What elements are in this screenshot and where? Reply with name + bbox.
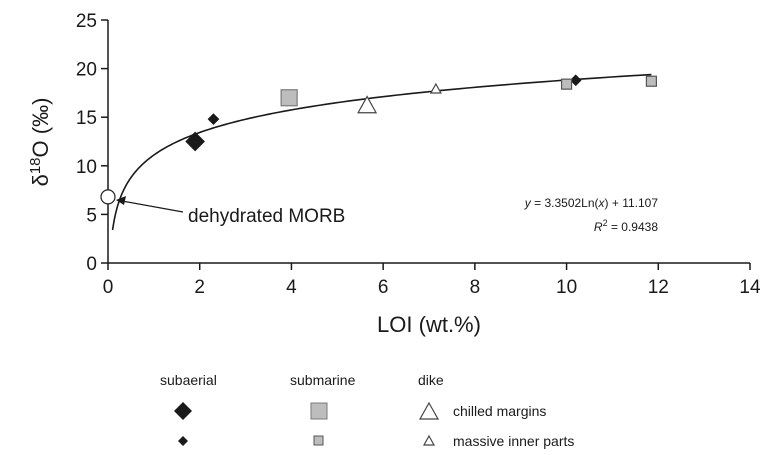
point-dehydrated-morb xyxy=(100,189,116,205)
point-dike-massive xyxy=(429,82,442,94)
point-subaerial-small xyxy=(207,113,220,125)
x-tick-label: 4 xyxy=(286,277,297,298)
morb-arrow-line xyxy=(121,200,184,213)
x-tick-label: 6 xyxy=(378,277,389,298)
fit-equation-x: x xyxy=(598,196,606,210)
y-tick-label: 25 xyxy=(76,11,97,32)
y-axis-title: δ18O (‰) xyxy=(27,98,53,187)
y-tick-label: 5 xyxy=(86,205,97,226)
point-submarine-large xyxy=(280,89,298,107)
data-points xyxy=(100,74,658,205)
y-tick-label: 20 xyxy=(76,60,97,81)
legend: subaerial submarine dike chilled margins… xyxy=(160,372,574,449)
legend-header-dike: dike xyxy=(418,372,444,388)
fit-r2-label: R xyxy=(594,220,603,234)
legend-subaerial-large-marker xyxy=(174,402,192,420)
legend-submarine-large-marker xyxy=(310,402,328,420)
legend-massive-inner-parts-label: massive inner parts xyxy=(453,433,574,449)
fit-equation-body: = 3.3502Ln( xyxy=(531,196,599,210)
legend-submarine-small-marker xyxy=(313,435,324,446)
morb-annotation: dehydrated MORB xyxy=(116,196,345,227)
legend-subaerial-small-marker xyxy=(178,436,188,446)
legend-dike-massive-marker xyxy=(422,434,436,446)
fit-equation-y: y xyxy=(524,196,532,210)
legend-header-subaerial: subaerial xyxy=(160,372,217,388)
fit-r2-sup: 2 xyxy=(603,218,608,228)
y-ticks: 0 5 10 15 20 25 xyxy=(76,11,108,275)
point-subaerial-small xyxy=(569,74,582,87)
fit-curve xyxy=(111,73,652,231)
morb-arrow-head xyxy=(116,196,126,205)
x-tick-label: 10 xyxy=(556,277,577,298)
x-tick-label: 2 xyxy=(194,277,205,298)
point-dike-chilled xyxy=(357,95,378,114)
x-tick-label: 8 xyxy=(470,277,481,298)
x-tick-label: 12 xyxy=(648,277,669,298)
legend-chilled-margins-label: chilled margins xyxy=(453,403,546,419)
fit-equation-tail: ) + 11.107 xyxy=(605,196,659,210)
y-axis-title-sup: 18 xyxy=(27,157,44,174)
y-tick-label: 15 xyxy=(76,108,97,129)
y-tick-label: 0 xyxy=(86,254,97,275)
point-submarine-small xyxy=(560,78,573,90)
y-tick-label: 10 xyxy=(76,157,97,178)
y-axis-title-suffix: O (‰) xyxy=(28,98,53,158)
fit-equation: y = 3.3502Ln(x) + 11.107 xyxy=(524,196,659,210)
fit-r2-value: = 0.9438 xyxy=(608,220,659,234)
x-tick-label: 14 xyxy=(739,277,761,298)
x-axis-title: LOI (wt.%) xyxy=(377,312,481,337)
point-subaerial-large xyxy=(185,131,205,152)
x-ticks: 0 2 4 6 8 10 12 14 xyxy=(103,263,761,298)
point-submarine-small xyxy=(645,75,658,87)
y-axis-title-prefix: δ xyxy=(28,174,53,186)
legend-header-submarine: submarine xyxy=(290,372,356,388)
fit-r2: R2 = 0.9438 xyxy=(594,218,658,234)
morb-annotation-label: dehydrated MORB xyxy=(188,206,345,227)
x-tick-label: 0 xyxy=(103,277,114,298)
legend-dike-chilled-marker xyxy=(418,401,440,420)
